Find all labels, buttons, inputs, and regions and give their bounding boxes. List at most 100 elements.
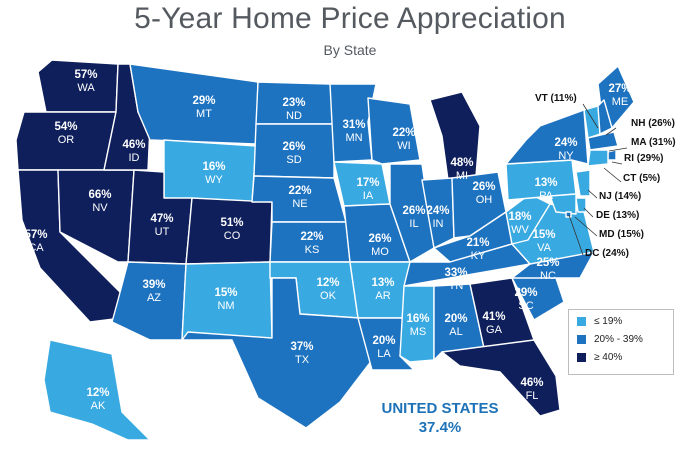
state-value-wy: 16% [202,161,225,173]
state-value-wi: 22% [392,127,415,139]
state-abbr-nm: NM [217,300,234,312]
state-abbr-mt: MT [196,108,212,120]
state-abbr-fl: FL [526,390,539,402]
state-abbr-ar: AR [375,290,390,302]
state-abbr-ok: OK [320,290,337,302]
state-abbr-ms: MS [410,326,427,338]
state-ak [43,339,151,441]
leader-ri [611,161,623,165]
state-value-ks: 22% [300,231,323,243]
national-name: UNITED STATES [381,400,499,417]
map-title: 5-Year Home Price Appreciation [134,2,566,35]
legend: ≤ 19% 20% - 39% ≥ 40% [568,309,674,375]
leader-dc [568,214,584,256]
state-value-nd: 23% [282,97,305,109]
callout-nj: NJ (14%) [599,191,641,202]
state-abbr-nd: ND [286,110,302,122]
state-ri [607,149,617,161]
state-value-ky: 21% [466,237,489,249]
state-value-az: 39% [142,279,165,291]
state-md [549,193,577,215]
state-value-me: 27% [608,83,631,95]
state-abbr-va: VA [537,242,552,254]
national-summary: UNITED STATES 37.4% [360,400,520,436]
state-abbr-ut: UT [155,226,170,238]
state-value-nc: 25% [536,257,559,269]
state-value-ny: 24% [554,137,577,149]
state-value-la: 20% [372,335,395,347]
state-abbr-wa: WA [77,82,95,94]
state-value-sc: 29% [514,287,537,299]
legend-label-low: ≤ 19% [594,316,623,327]
state-value-in: 24% [426,205,449,217]
state-abbr-wi: WI [397,140,410,152]
state-value-sd: 26% [282,141,305,153]
state-tx [181,277,373,429]
state-abbr-ny: NY [558,150,574,162]
state-ms [399,285,435,363]
leader-ma [608,147,628,152]
legend-label-high: ≥ 40% [594,352,623,363]
state-fl [441,339,561,417]
legend-item-high: ≥ 40% [577,352,667,363]
state-value-nm: 15% [214,287,237,299]
state-value-tx: 37% [290,341,313,353]
state-abbr-nv: NV [92,202,108,214]
state-value-ia: 17% [356,177,379,189]
legend-swatch-mid [577,335,586,344]
state-abbr-wv: WV [511,224,529,236]
map-subtitle: By State [323,42,377,58]
state-value-mo: 26% [368,233,391,245]
callout-ct: CT (5%) [623,173,660,184]
state-abbr-ia: IA [363,190,374,202]
state-abbr-ca: CA [28,242,44,254]
state-value-ok: 12% [316,277,339,289]
state-mn [329,83,377,163]
state-abbr-sc: SC [518,300,533,312]
state-value-id: 46% [122,139,145,151]
state-value-mi: 48% [450,157,473,169]
leader-vt [582,103,599,129]
callout-dc: DC (24%) [585,248,629,259]
state-abbr-sd: SD [286,154,301,166]
legend-label-mid: 20% - 39% [594,334,643,345]
callout-md: MD (15%) [599,229,644,240]
leader-de [583,207,594,218]
leader-ct [603,167,622,183]
state-abbr-me: ME [612,96,629,108]
state-nh [597,99,613,135]
state-abbr-nc: NC [540,270,556,282]
state-value-or: 54% [54,121,77,133]
legend-item-low: ≤ 19% [577,316,667,327]
state-nj [575,169,591,197]
national-value: 37.4% [418,419,462,436]
state-value-ga: 41% [482,311,505,323]
state-value-wa: 57% [74,69,97,81]
state-value-nv: 66% [88,189,111,201]
state-value-il: 26% [402,205,425,217]
state-abbr-in: IN [433,218,444,230]
state-value-mt: 29% [192,95,215,107]
state-abbr-ga: GA [486,324,503,336]
state-value-ca: 57% [24,229,47,241]
state-abbr-or: OR [58,134,75,146]
state-value-ut: 47% [150,213,173,225]
state-ct [587,149,609,167]
legend-swatch-high [577,353,586,362]
state-abbr-id: ID [129,152,140,164]
state-abbr-tx: TX [295,354,310,366]
state-value-ne: 22% [288,185,311,197]
state-abbr-ak: AK [91,400,106,412]
leader-md [574,216,598,237]
state-abbr-al: AL [449,326,462,338]
state-value-wv: 18% [508,211,531,223]
state-value-ms: 16% [406,313,429,325]
state-abbr-co: CO [224,230,241,242]
state-value-al: 20% [444,313,467,325]
state-abbr-ky: KY [471,250,486,262]
callout-vt: VT (11%) [535,93,577,104]
state-value-ar: 13% [371,277,394,289]
state-value-co: 51% [220,217,243,229]
state-abbr-mn: MN [345,132,362,144]
